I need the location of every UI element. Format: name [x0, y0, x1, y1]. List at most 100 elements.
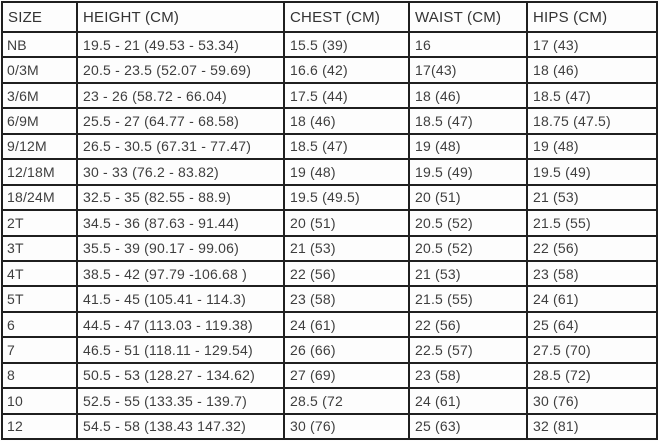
table-row: 6/9M 25.5 - 27 (64.77 - 68.58) 18 (46) 18.5…: [1, 107, 658, 135]
height-cell: 38.5 - 42 (97.79 -106.68 ): [76, 259, 285, 288]
table-row: 0/3M 20.5 - 23.5 (52.07 - 59.69) 16.6 (42)…: [1, 56, 658, 84]
hips-cell: 18 (46): [526, 56, 658, 84]
height-cell: 19.5 - 21 (49.53 - 53.34): [76, 30, 285, 59]
waist-cell: 24 (61): [408, 387, 528, 415]
hips-cell: 19 (48): [526, 132, 658, 161]
table-row: 4T 38.5 - 42 (97.79 -106.68 ) 22 (56) 21 (5…: [1, 259, 658, 288]
waist-cell: 22 (56): [408, 310, 528, 339]
chest-cell: 26 (66): [283, 336, 410, 364]
size-cell: NB: [1, 30, 78, 59]
table-row: 6 44.5 - 47 (113.03 - 119.38) 24 (61) 22 (5…: [1, 310, 658, 339]
chest-cell: 24 (61): [283, 310, 410, 339]
chest-cell: 27 (69): [283, 361, 410, 390]
table-header-row: SIZE HEIGHT (CM) CHEST (CM) WAIST (CM) H…: [1, 1, 658, 33]
chest-cell: 23 (58): [283, 285, 410, 313]
chest-cell: 16.6 (42): [283, 56, 410, 84]
waist-cell: 21 (53): [408, 259, 528, 288]
hips-cell: 17 (43): [526, 30, 658, 59]
chest-cell: 28.5 (72: [283, 387, 410, 415]
hips-cell: 32 (81): [526, 412, 658, 441]
size-cell: 12/18M: [1, 158, 78, 186]
height-cell: 26.5 - 30.5 (67.31 - 77.47): [76, 132, 285, 161]
table-row: 2T 34.5 - 36 (87.63 - 91.44) 20 (51) 20.5 (…: [1, 209, 658, 237]
hips-cell: 21 (53): [526, 183, 658, 212]
size-cell: 6/9M: [1, 107, 78, 135]
hips-cell: 24 (61): [526, 285, 658, 313]
size-cell: 2T: [1, 209, 78, 237]
hips-cell: 25 (64): [526, 310, 658, 339]
height-cell: 50.5 - 53 (128.27 - 134.62): [76, 361, 285, 390]
table-row: 8 50.5 - 53 (128.27 - 134.62) 27 (69) 23 (5…: [1, 361, 658, 390]
waist-cell: 20.5 (52): [408, 209, 528, 237]
table-row: 3/6M 23 - 26 (58.72 - 66.04) 17.5 (44) 18 (…: [1, 81, 658, 110]
height-cell: 20.5 - 23.5 (52.07 - 59.69): [76, 56, 285, 84]
waist-cell: 20.5 (52): [408, 234, 528, 262]
height-cell: 30 - 33 (76.2 - 83.82): [76, 158, 285, 186]
column-header-waist: WAIST (CM): [408, 1, 528, 33]
size-cell: 6: [1, 310, 78, 339]
hips-cell: 28.5 (72): [526, 361, 658, 390]
height-cell: 54.5 - 58 (138.43 147.32): [76, 412, 285, 441]
waist-cell: 18 (46): [408, 81, 528, 110]
chest-cell: 18 (46): [283, 107, 410, 135]
height-cell: 41.5 - 45 (105.41 - 114.3): [76, 285, 285, 313]
height-cell: 32.5 - 35 (82.55 - 88.9): [76, 183, 285, 212]
hips-cell: 21.5 (55): [526, 209, 658, 237]
chest-cell: 18.5 (47): [283, 132, 410, 161]
waist-cell: 17(43): [408, 56, 528, 84]
chest-cell: 20 (51): [283, 209, 410, 237]
table-row: 9/12M 26.5 - 30.5 (67.31 - 77.47) 18.5 (47…: [1, 132, 658, 161]
chest-cell: 19 (48): [283, 158, 410, 186]
waist-cell: 23 (58): [408, 361, 528, 390]
table-row: NB 19.5 - 21 (49.53 - 53.34) 15.5 (39) 16 17…: [1, 30, 658, 59]
size-cell: 5T: [1, 285, 78, 313]
size-cell: 12: [1, 412, 78, 441]
waist-cell: 19 (48): [408, 132, 528, 161]
hips-cell: 30 (76): [526, 387, 658, 415]
waist-cell: 20 (51): [408, 183, 528, 212]
waist-cell: 16: [408, 30, 528, 59]
height-cell: 46.5 - 51 (118.11 - 129.54): [76, 336, 285, 364]
table-row: 12 54.5 - 58 (138.43 147.32) 30 (76) 25 (63…: [1, 412, 658, 441]
chest-cell: 21 (53): [283, 234, 410, 262]
height-cell: 44.5 - 47 (113.03 - 119.38): [76, 310, 285, 339]
height-cell: 34.5 - 36 (87.63 - 91.44): [76, 209, 285, 237]
waist-cell: 21.5 (55): [408, 285, 528, 313]
column-header-height: HEIGHT (CM): [76, 1, 285, 33]
size-cell: 9/12M: [1, 132, 78, 161]
size-cell: 8: [1, 361, 78, 390]
hips-cell: 27.5 (70): [526, 336, 658, 364]
table-row: 3T 35.5 - 39 (90.17 - 99.06) 21 (53) 20.5 (…: [1, 234, 658, 262]
size-cell: 0/3M: [1, 56, 78, 84]
size-cell: 3/6M: [1, 81, 78, 110]
chest-cell: 15.5 (39): [283, 30, 410, 59]
size-cell: 7: [1, 336, 78, 364]
hips-cell: 23 (58): [526, 259, 658, 288]
table-row: 12/18M 30 - 33 (76.2 - 83.82) 19 (48) 19.5 …: [1, 158, 658, 186]
column-header-chest: CHEST (CM): [283, 1, 410, 33]
column-header-hips: HIPS (CM): [526, 1, 658, 33]
hips-cell: 18.75 (47.5): [526, 107, 658, 135]
height-cell: 52.5 - 55 (133.35 - 139.7): [76, 387, 285, 415]
hips-cell: 18.5 (47): [526, 81, 658, 110]
chest-cell: 19.5 (49.5): [283, 183, 410, 212]
table-row: 10 52.5 - 55 (133.35 - 139.7) 28.5 (72 24 (…: [1, 387, 658, 415]
waist-cell: 19.5 (49): [408, 158, 528, 186]
chest-cell: 22 (56): [283, 259, 410, 288]
size-cell: 10: [1, 387, 78, 415]
table-body: NB 19.5 - 21 (49.53 - 53.34) 15.5 (39) 16 17…: [1, 30, 658, 441]
waist-cell: 22.5 (57): [408, 336, 528, 364]
chest-cell: 17.5 (44): [283, 81, 410, 110]
hips-cell: 19.5 (49): [526, 158, 658, 186]
height-cell: 25.5 - 27 (64.77 - 68.58): [76, 107, 285, 135]
column-header-size: SIZE: [1, 1, 78, 33]
height-cell: 23 - 26 (58.72 - 66.04): [76, 81, 285, 110]
table-row: 7 46.5 - 51 (118.11 - 129.54) 26 (66) 22.5 …: [1, 336, 658, 364]
table-row: 5T 41.5 - 45 (105.41 - 114.3) 23 (58) 21.5 …: [1, 285, 658, 313]
size-cell: 18/24M: [1, 183, 78, 212]
size-cell: 4T: [1, 259, 78, 288]
hips-cell: 22 (56): [526, 234, 658, 262]
waist-cell: 25 (63): [408, 412, 528, 441]
chest-cell: 30 (76): [283, 412, 410, 441]
